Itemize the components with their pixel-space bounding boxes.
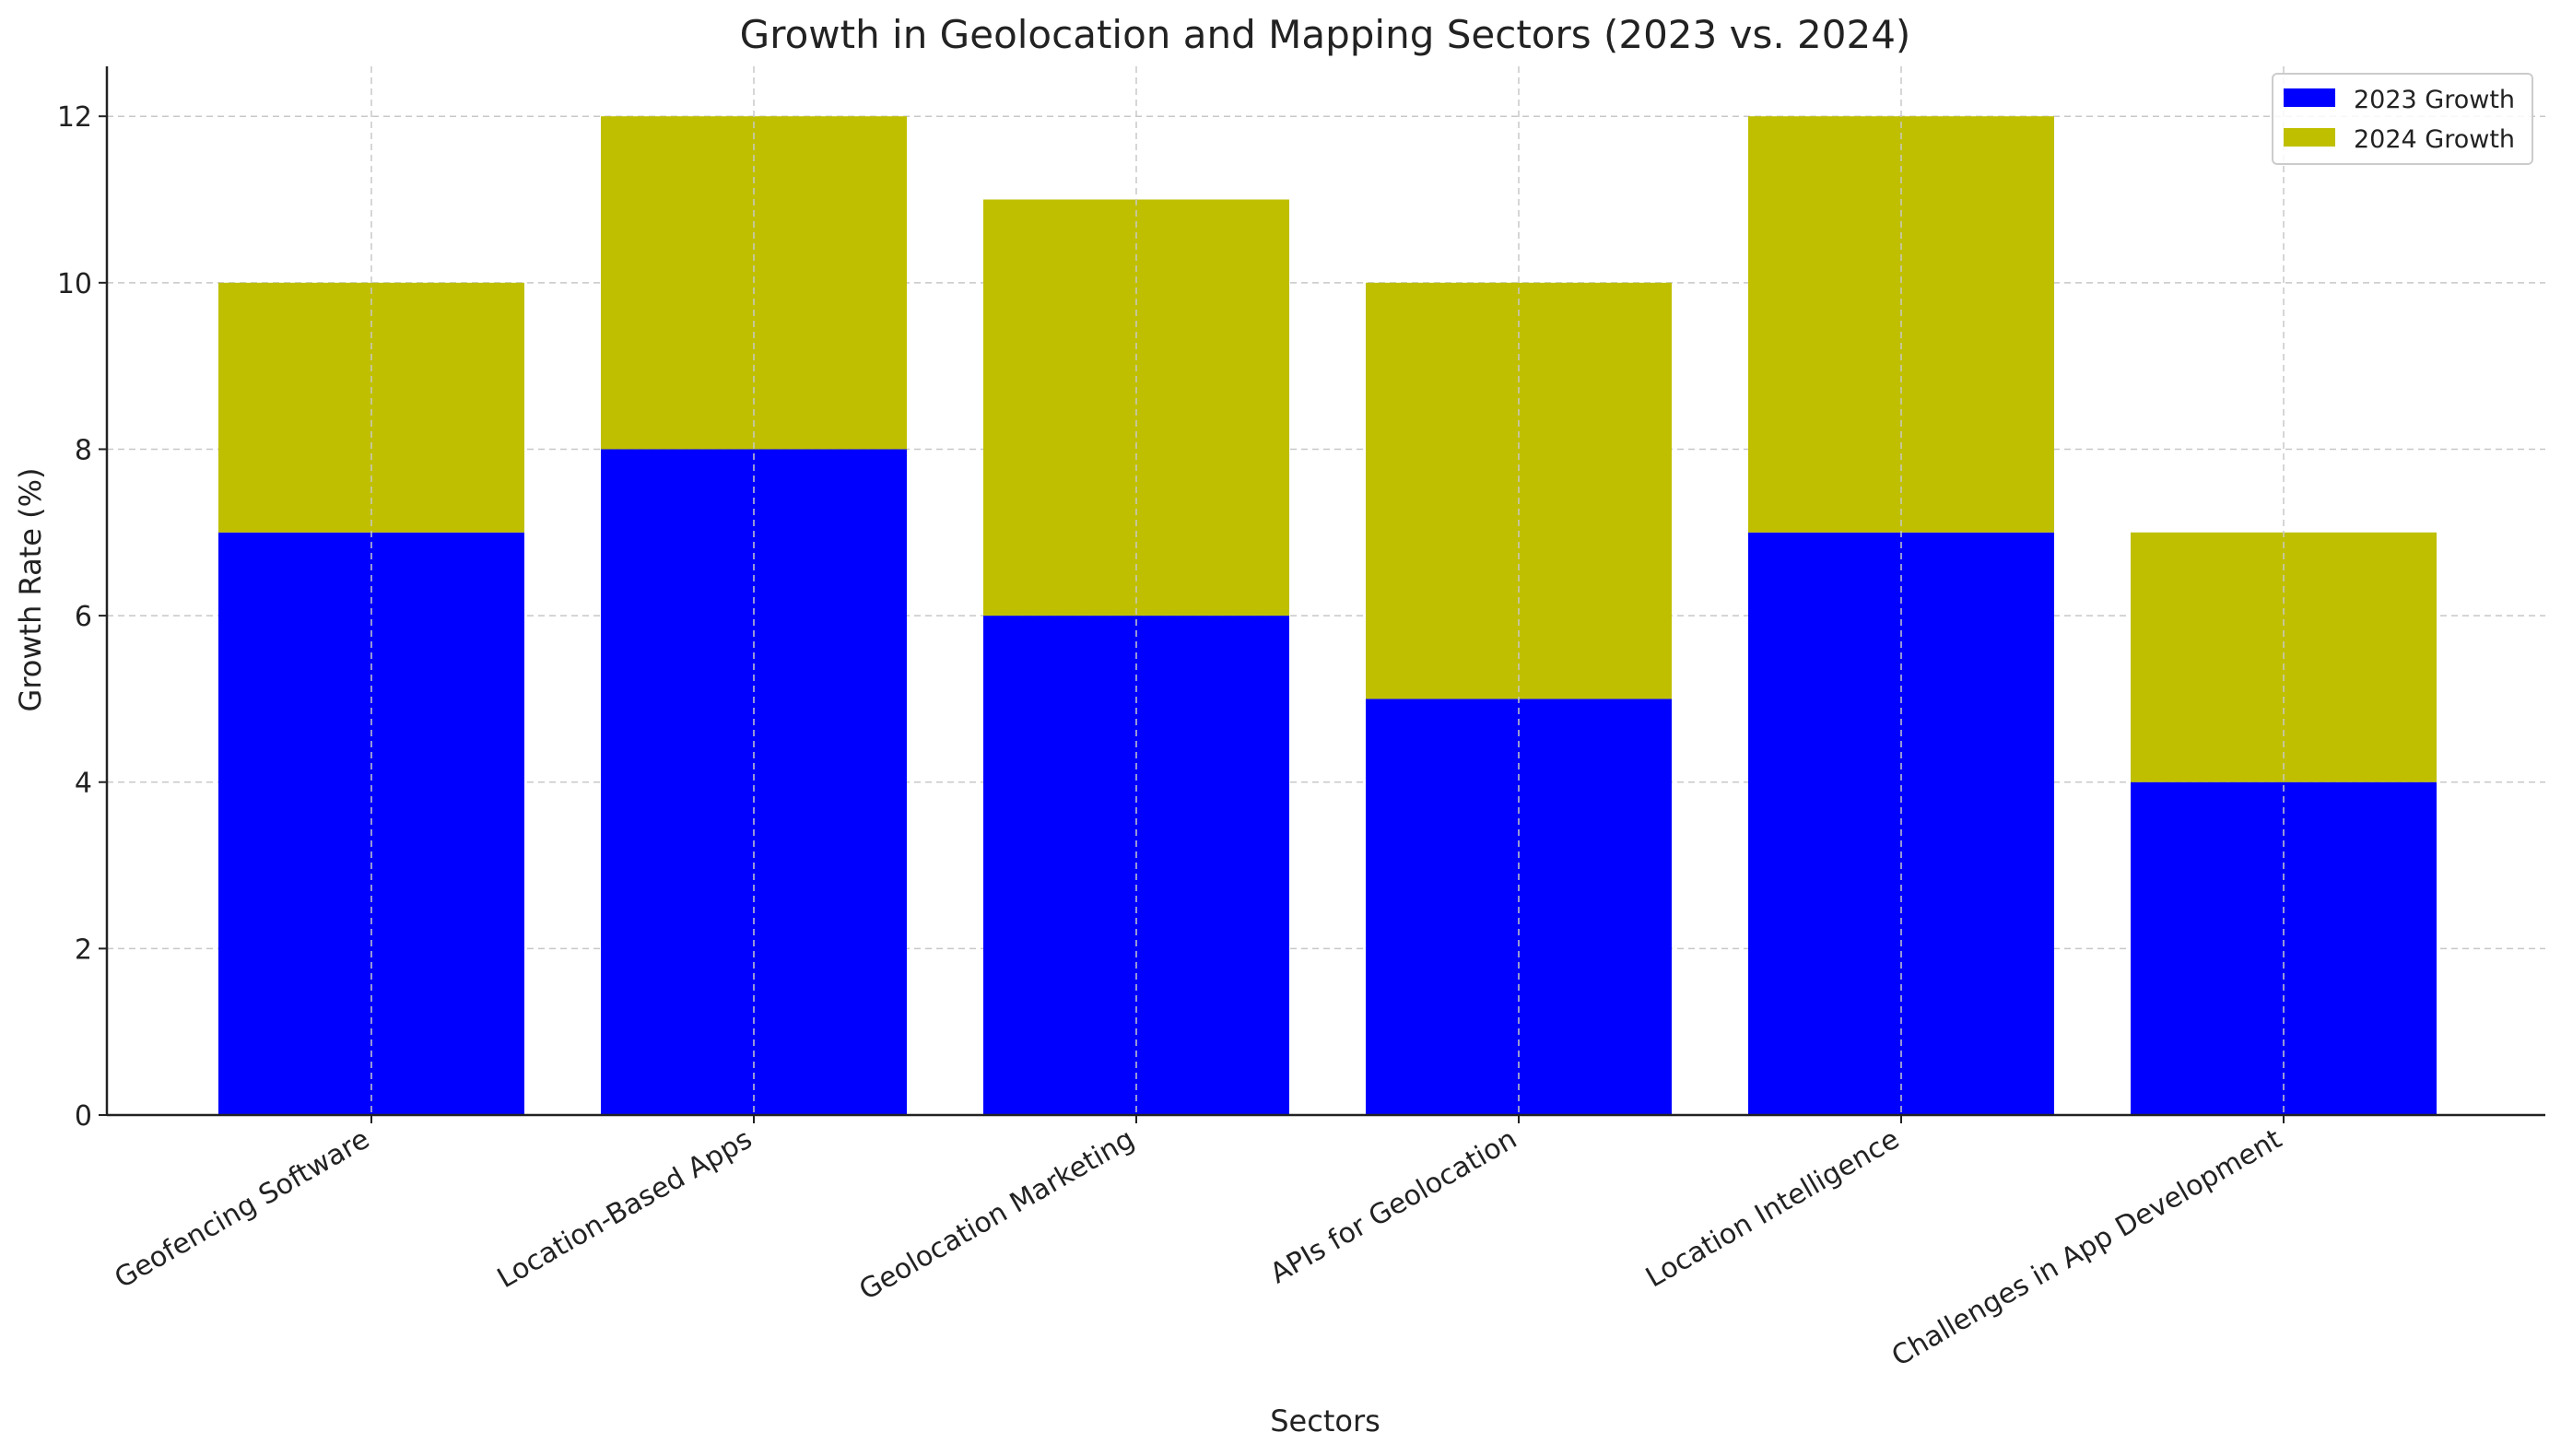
y-tick-label: 4 (75, 768, 92, 800)
y-tick-label: 0 (75, 1100, 92, 1133)
x-axis-label: Sectors (1270, 1403, 1380, 1438)
chart-title: Growth in Geolocation and Mapping Sector… (740, 12, 1911, 57)
bar-2023-5 (2131, 781, 2437, 1115)
legend-frame (2272, 73, 2533, 165)
legend-swatch-2023 (2284, 88, 2335, 107)
legend-label-2024: 2024 Growth (2354, 125, 2515, 154)
bar-2024-0 (218, 282, 524, 533)
y-axis-label: Growth Rate (%) (13, 468, 48, 712)
legend-swatch-2024 (2284, 128, 2335, 147)
y-tick-label: 12 (57, 101, 92, 134)
bar-2023-1 (601, 449, 907, 1115)
y-tick-label: 8 (75, 434, 92, 466)
legend: 2023 Growth 2024 Growth (2272, 73, 2533, 165)
y-tick-label: 10 (57, 268, 92, 300)
y-tick-label: 2 (75, 933, 92, 966)
legend-label-2023: 2023 Growth (2354, 86, 2515, 114)
y-tick-label: 6 (75, 601, 92, 633)
